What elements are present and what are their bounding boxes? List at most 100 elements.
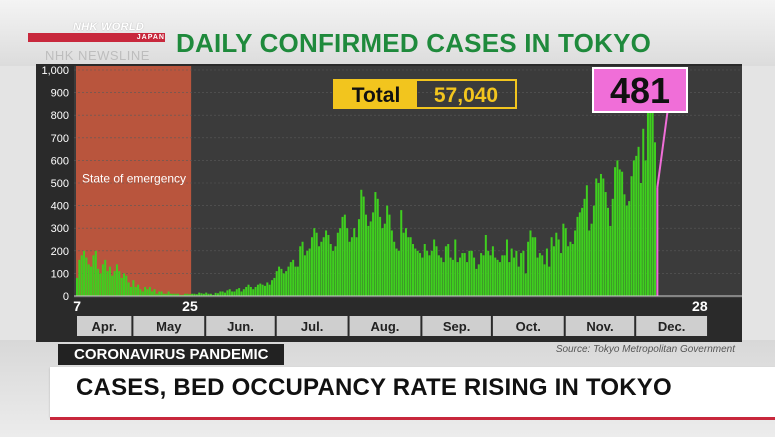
bar <box>99 273 102 296</box>
bar <box>599 173 602 296</box>
logo-country: JAPAN <box>28 33 165 42</box>
bar <box>491 246 494 296</box>
bar <box>621 171 624 296</box>
bar <box>362 196 365 296</box>
bar <box>637 146 640 296</box>
bar <box>301 241 304 296</box>
bar <box>501 255 504 296</box>
bar <box>440 257 443 296</box>
bar <box>505 239 508 296</box>
bar <box>428 255 431 296</box>
bar <box>177 293 180 296</box>
total-value: 57,040 <box>434 84 498 107</box>
bar <box>461 253 464 296</box>
bar <box>602 178 605 296</box>
bar <box>482 255 485 296</box>
bar <box>562 223 565 296</box>
bar <box>214 292 217 296</box>
bar <box>353 228 356 296</box>
bar <box>325 230 328 296</box>
month-cell <box>206 316 275 336</box>
bar <box>654 142 657 296</box>
bar <box>639 183 642 296</box>
bar <box>228 289 231 296</box>
bar <box>454 239 457 296</box>
total-label: Total <box>352 84 401 107</box>
bar <box>200 293 203 296</box>
bar <box>122 273 125 296</box>
callout-leader <box>656 107 669 188</box>
bar <box>127 282 130 296</box>
bar <box>470 250 473 296</box>
bar <box>508 262 511 296</box>
bar <box>108 266 111 296</box>
bar <box>642 128 645 296</box>
bar <box>529 230 532 296</box>
bar <box>174 293 177 296</box>
bar <box>219 291 222 296</box>
y-tick-label: 200 <box>51 246 69 258</box>
bar <box>379 216 382 296</box>
bar <box>475 268 478 296</box>
bar <box>139 289 142 296</box>
bar <box>350 237 353 296</box>
bar <box>592 205 595 296</box>
bar <box>111 275 114 296</box>
bar <box>165 293 168 296</box>
bar <box>414 248 417 296</box>
bar <box>541 255 544 296</box>
bar <box>574 230 577 296</box>
month-label: Jun. <box>227 319 254 334</box>
bar <box>195 294 198 296</box>
bar <box>543 264 546 296</box>
bar <box>202 293 205 296</box>
bar <box>151 291 154 296</box>
bar <box>296 266 299 296</box>
bar <box>334 246 337 296</box>
bar <box>238 288 241 296</box>
bar <box>294 266 297 296</box>
bar <box>282 273 285 296</box>
bar <box>388 214 391 296</box>
bar <box>306 250 309 296</box>
bar <box>477 264 480 296</box>
bar <box>268 284 271 296</box>
bar <box>569 241 572 296</box>
month-cell <box>349 316 421 336</box>
bar <box>419 253 422 296</box>
bar <box>484 234 487 296</box>
bar <box>226 290 229 296</box>
bar <box>144 286 147 296</box>
bar <box>386 205 389 296</box>
bar <box>134 286 137 296</box>
bar <box>520 253 523 296</box>
bar <box>494 257 497 296</box>
month-cell <box>492 316 564 336</box>
month-cell <box>276 316 348 336</box>
bar <box>80 255 83 296</box>
bar <box>299 246 302 296</box>
bar <box>146 289 149 296</box>
month-label: Aug. <box>371 319 400 334</box>
bar <box>402 232 405 296</box>
bar <box>383 223 386 296</box>
bar <box>224 292 227 296</box>
bar <box>259 283 262 296</box>
bar <box>578 212 581 296</box>
bar <box>303 255 306 296</box>
bar <box>249 286 252 296</box>
month-label: Apr. <box>92 319 117 334</box>
y-tick-label: 300 <box>51 223 69 235</box>
month-cell <box>565 316 635 336</box>
total-label-bg <box>335 81 417 107</box>
bar <box>604 192 607 296</box>
bar <box>160 291 163 296</box>
bar <box>560 253 563 296</box>
bar <box>184 293 187 296</box>
month-label: Jul. <box>301 319 323 334</box>
bar <box>85 257 88 296</box>
bar <box>125 275 128 296</box>
bar <box>247 284 250 296</box>
bar <box>524 273 527 296</box>
bar <box>397 250 400 296</box>
